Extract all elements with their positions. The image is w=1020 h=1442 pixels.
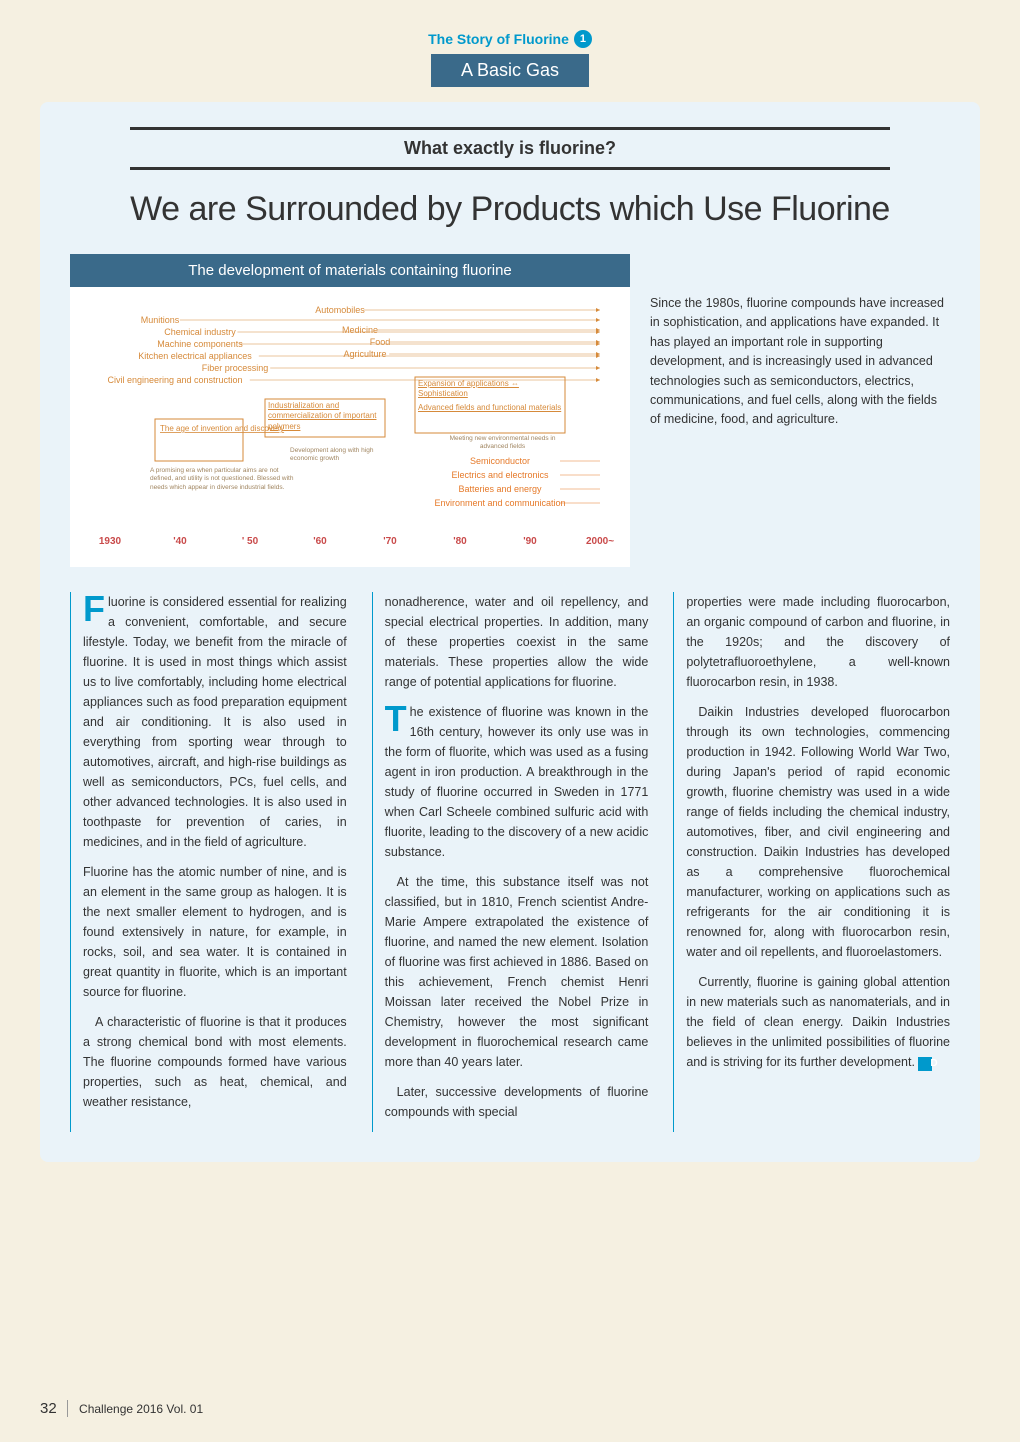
box3-title2: Advanced fields and functional materials [418, 403, 562, 413]
header: The Story of Fluorine 1 A Basic Gas [40, 30, 980, 87]
dropcap-1: F [83, 594, 105, 625]
page-title: We are Surrounded by Products which Use … [70, 190, 950, 229]
svg-text:'60: '60 [313, 536, 327, 547]
svg-text:1930: 1930 [99, 536, 122, 547]
svg-text:2000~: 2000~ [586, 536, 614, 547]
issue-label: Challenge 2016 Vol. 01 [79, 1402, 203, 1416]
col3-p3: Currently, fluorine is gaining global at… [686, 975, 950, 1069]
col3-p2: Daikin Industries developed fluorocarbon… [686, 702, 950, 962]
svg-text:Food: Food [370, 337, 391, 347]
box2-desc: Development along with high economic gro… [290, 447, 390, 463]
svg-text:'90: '90 [523, 536, 537, 547]
box1-desc: A promising era when particular aims are… [150, 467, 295, 492]
col1-p1: luorine is considered essential for real… [83, 595, 347, 849]
svg-text:Munitions: Munitions [141, 315, 180, 325]
column-3: properties were made including fluorocar… [673, 592, 950, 1132]
col1-p3: A characteristic of fluorine is that it … [83, 1012, 347, 1112]
col3-p1: properties were made including fluorocar… [686, 592, 950, 692]
box3-title1: Expansion of applications ⇔ Sophisticati… [418, 379, 562, 400]
page-number: 32 [40, 1400, 68, 1417]
chart-title: The development of materials containing … [70, 254, 630, 287]
svg-text:Environment and communication: Environment and communication [434, 498, 565, 508]
chart-caption: Since the 1980s, fluorine compounds have… [650, 254, 950, 567]
svg-text:Civil engineering and construc: Civil engineering and construction [107, 375, 242, 385]
svg-text:Chemical industry: Chemical industry [164, 327, 236, 337]
svg-text:Batteries and energy: Batteries and energy [458, 484, 542, 494]
svg-text:Medicine: Medicine [342, 325, 378, 335]
svg-text:Semiconductor: Semiconductor [470, 456, 530, 466]
svg-text:' 50: ' 50 [242, 536, 259, 547]
box2-title: Industrialization and commercialization … [268, 401, 382, 432]
column-1: Fluorine is considered essential for rea… [70, 592, 347, 1132]
col2-p1: nonadherence, water and oil repellency, … [385, 592, 649, 692]
content-card: What exactly is fluorine? We are Surroun… [40, 102, 980, 1162]
svg-text:Fiber processing: Fiber processing [202, 363, 269, 373]
svg-text:Electrics and electronics: Electrics and electronics [451, 470, 549, 480]
col2-p3: At the time, this substance itself was n… [385, 872, 649, 1072]
series-number: 1 [574, 30, 592, 48]
svg-text:'70: '70 [383, 536, 397, 547]
dropcap-2: T [385, 704, 407, 735]
box3-desc: Meeting new environmental needs in advan… [440, 435, 565, 451]
end-mark-icon: D [918, 1057, 932, 1071]
col2-p4: Later, successive developments of fluori… [385, 1082, 649, 1122]
col1-p2: Fluorine has the atomic number of nine, … [83, 862, 347, 1002]
series-label: The Story of Fluorine 1 [428, 30, 592, 48]
page-footer: 32 Challenge 2016 Vol. 01 [40, 1400, 203, 1417]
svg-text:Automobiles: Automobiles [315, 305, 365, 315]
svg-text:Agriculture: Agriculture [343, 349, 386, 359]
question-heading: What exactly is fluorine? [130, 127, 890, 170]
column-2: nonadherence, water and oil repellency, … [372, 592, 649, 1132]
series-text: The Story of Fluorine [428, 31, 569, 47]
svg-text:'40: '40 [173, 536, 187, 547]
svg-text:Kitchen electrical appliances: Kitchen electrical appliances [138, 351, 252, 361]
chart-svg: Automobiles Munitions Medicine Chemical ind… [80, 299, 620, 559]
svg-text:'80: '80 [453, 536, 467, 547]
body-columns: Fluorine is considered essential for rea… [70, 592, 950, 1132]
svg-text:Machine components: Machine components [157, 339, 243, 349]
col2-p2: he existence of fluorine was known in th… [385, 705, 649, 859]
subtitle-banner: A Basic Gas [431, 54, 589, 87]
timeline-chart: The development of materials containing … [70, 254, 630, 567]
